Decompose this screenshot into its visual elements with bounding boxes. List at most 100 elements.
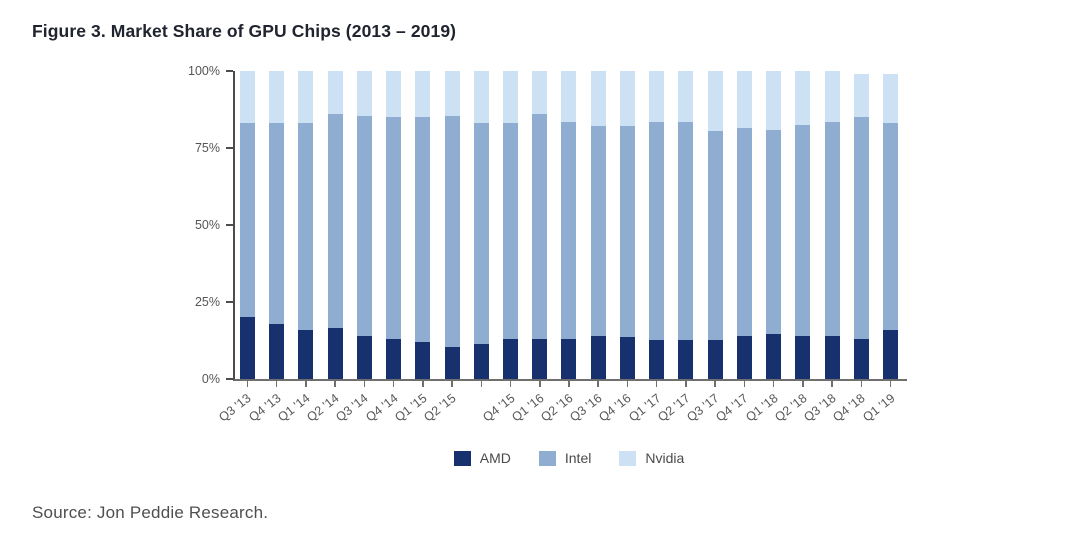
stacked-bar-q2-16 xyxy=(561,71,577,379)
stacked-bar-q3-13 xyxy=(239,71,255,379)
x-tick-mark xyxy=(392,381,395,387)
x-tick-mark xyxy=(685,381,687,387)
segment-amd xyxy=(356,335,372,379)
segment-amd xyxy=(590,335,606,379)
segment-amd xyxy=(473,343,489,379)
segment-amd xyxy=(298,329,314,379)
stacked-bar-q1-18 xyxy=(766,71,782,379)
segment-nvidia xyxy=(239,71,255,124)
segment-amd xyxy=(561,338,577,379)
segment-intel xyxy=(415,117,431,343)
x-tick-mark xyxy=(626,381,629,387)
x-tick-mark xyxy=(363,381,366,387)
stacked-bar-q3-14 xyxy=(356,71,372,379)
y-tick-label: 100% xyxy=(188,64,220,78)
stacked-bar-q2-15 xyxy=(444,71,460,379)
segment-intel xyxy=(736,127,752,336)
segment-amd xyxy=(649,340,665,379)
x-tick-mark xyxy=(714,381,716,387)
segment-intel xyxy=(444,115,460,347)
segment-intel xyxy=(853,117,869,339)
x-tick-mark xyxy=(305,381,307,387)
legend-item-nvidia: Nvidia xyxy=(619,450,684,466)
segment-nvidia xyxy=(707,71,723,132)
segment-nvidia xyxy=(766,71,782,130)
segment-nvidia xyxy=(853,74,869,118)
x-tick-mark xyxy=(480,381,482,387)
figure-title: Figure 3. Market Share of GPU Chips (201… xyxy=(32,21,457,41)
segment-intel xyxy=(649,121,665,341)
source-note: Source: Jon Peddie Research. xyxy=(32,503,269,522)
segment-intel xyxy=(619,126,635,338)
y-tick-mark xyxy=(226,224,233,226)
stacked-bar-q3-17 xyxy=(707,71,723,379)
segment-nvidia xyxy=(561,71,577,122)
segment-nvidia xyxy=(736,71,752,128)
segment-nvidia xyxy=(824,71,840,122)
segment-amd xyxy=(707,340,723,379)
x-tick-mark xyxy=(568,381,570,387)
segment-amd xyxy=(386,338,402,379)
stacked-bar-q1-17 xyxy=(649,71,665,379)
segment-nvidia xyxy=(473,71,489,124)
segment-intel xyxy=(766,129,782,335)
segment-intel xyxy=(532,114,548,339)
segment-amd xyxy=(824,335,840,379)
y-tick-label: 50% xyxy=(194,218,220,232)
plot-area xyxy=(233,71,907,381)
segment-nvidia xyxy=(298,71,314,124)
segment-intel xyxy=(356,115,372,336)
segment-amd xyxy=(766,334,782,379)
x-tick-mark xyxy=(772,381,775,387)
x-tick-mark xyxy=(743,381,746,387)
segment-nvidia xyxy=(678,71,694,122)
stacked-bar-unlabeled-8 xyxy=(473,71,489,379)
segment-amd xyxy=(883,329,899,379)
stacked-bar-q1-14 xyxy=(298,71,314,379)
y-tick-label: 0% xyxy=(201,372,220,386)
x-tick-mark xyxy=(802,381,804,387)
stacked-bar-q4-15 xyxy=(503,71,518,379)
x-tick-mark xyxy=(655,381,658,387)
y-tick-label: 75% xyxy=(194,141,220,155)
segment-nvidia xyxy=(795,71,811,125)
stacked-bar-q1-19 xyxy=(883,74,899,379)
segment-intel xyxy=(503,123,518,339)
y-tick-mark xyxy=(226,70,233,72)
segment-nvidia xyxy=(503,71,518,124)
segment-nvidia xyxy=(327,71,343,115)
legend-swatch-amd xyxy=(453,450,471,466)
segment-amd xyxy=(619,337,635,379)
segment-amd xyxy=(678,340,694,379)
segment-intel xyxy=(473,123,489,344)
stacked-bar-q4-14 xyxy=(386,71,402,379)
segment-nvidia xyxy=(415,71,431,118)
stacked-bar-q4-13 xyxy=(269,71,285,379)
segment-nvidia xyxy=(386,71,402,118)
segment-amd xyxy=(532,338,548,379)
segment-nvidia xyxy=(444,71,460,116)
segment-intel xyxy=(327,114,343,329)
segment-intel xyxy=(678,121,694,341)
legend-label: AMD xyxy=(479,450,511,466)
stacked-bar-q4-17 xyxy=(736,71,752,379)
legend-label: Nvidia xyxy=(645,450,685,466)
stacked-bar-q1-16 xyxy=(532,71,548,379)
segment-amd xyxy=(503,338,518,379)
segment-nvidia xyxy=(649,71,665,122)
segment-amd xyxy=(239,317,255,379)
legend-swatch-intel xyxy=(538,450,556,466)
segment-intel xyxy=(795,124,811,336)
chart-legend: AMD Intel Nvidia xyxy=(233,450,905,466)
legend-item-intel: Intel xyxy=(538,450,591,466)
segment-amd xyxy=(269,323,285,379)
x-tick-mark xyxy=(246,381,249,387)
segment-intel xyxy=(386,117,402,339)
segment-amd xyxy=(853,338,869,379)
segment-intel xyxy=(298,123,314,330)
y-tick-mark xyxy=(226,147,233,149)
stacked-bar-q2-14 xyxy=(327,71,343,379)
x-tick-mark xyxy=(860,381,863,387)
stacked-bar-q2-17 xyxy=(678,71,694,379)
